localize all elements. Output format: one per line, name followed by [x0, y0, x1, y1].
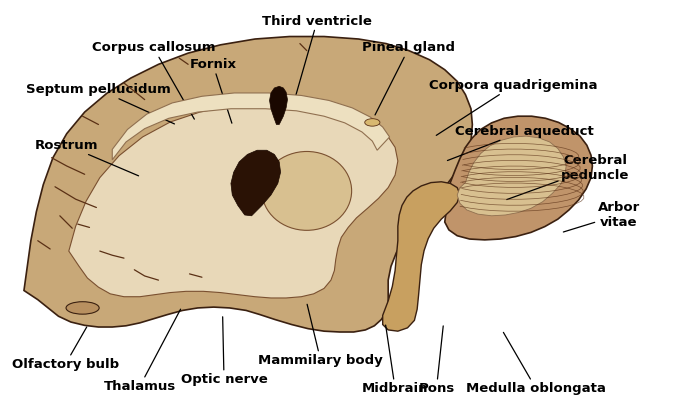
Text: Mammilary body: Mammilary body: [258, 304, 383, 366]
Polygon shape: [444, 116, 592, 240]
Text: Corpora quadrigemina: Corpora quadrigemina: [430, 79, 598, 135]
Text: Fornix: Fornix: [190, 58, 237, 123]
Text: Midbrain: Midbrain: [362, 325, 428, 395]
Text: Medulla oblongata: Medulla oblongata: [466, 332, 606, 395]
Text: Pons: Pons: [419, 326, 454, 395]
Polygon shape: [69, 104, 398, 298]
Text: Third ventricle: Third ventricle: [262, 15, 372, 109]
Polygon shape: [270, 86, 288, 124]
Polygon shape: [383, 182, 460, 331]
Text: Rostrum: Rostrum: [35, 139, 139, 176]
Text: Thalamus: Thalamus: [104, 309, 181, 393]
Text: Corpus callosum: Corpus callosum: [92, 42, 216, 119]
Polygon shape: [231, 150, 281, 216]
Polygon shape: [112, 93, 390, 160]
Text: Septum pellucidum: Septum pellucidum: [26, 83, 174, 124]
Ellipse shape: [262, 151, 351, 230]
Text: Arbor
vitae: Arbor vitae: [564, 201, 640, 232]
Text: Pineal gland: Pineal gland: [363, 42, 456, 115]
Polygon shape: [457, 136, 566, 216]
Ellipse shape: [365, 119, 380, 126]
Text: Optic nerve: Optic nerve: [181, 317, 267, 386]
Text: Olfactory bulb: Olfactory bulb: [12, 327, 119, 371]
Ellipse shape: [66, 302, 99, 314]
Polygon shape: [24, 37, 472, 332]
Text: Cerebral
peduncle: Cerebral peduncle: [507, 154, 629, 200]
Text: Cerebral aqueduct: Cerebral aqueduct: [447, 124, 594, 161]
